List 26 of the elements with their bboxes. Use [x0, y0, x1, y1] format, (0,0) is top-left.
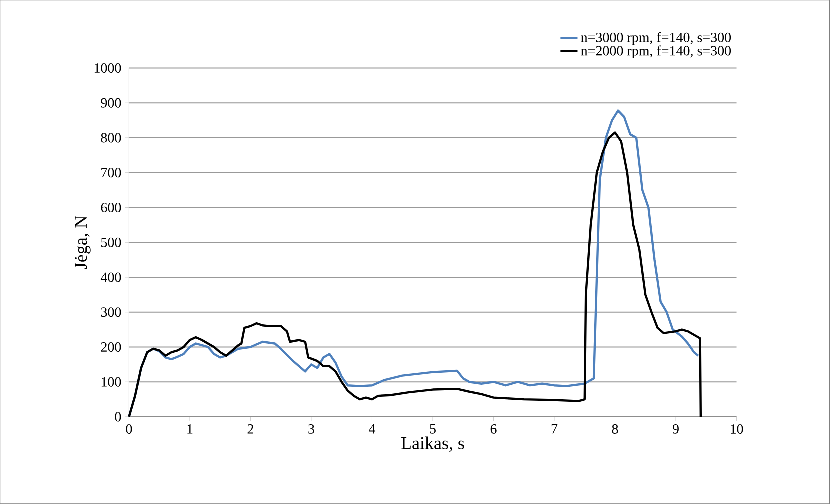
y-tick-label: 200 — [101, 342, 122, 352]
x-tick-label: 4 — [369, 424, 376, 434]
x-tick-label: 10 — [730, 424, 744, 434]
y-tick-label: 1000 — [94, 63, 122, 73]
legend-label: n=3000 rpm, f=140, s=300 — [581, 32, 732, 46]
x-axis-title: Laikas, s — [402, 436, 464, 452]
y-tick-label: 600 — [101, 202, 122, 212]
y-tick-label: 700 — [102, 168, 122, 178]
x-tick-label: 0 — [126, 424, 132, 434]
x-tick-label: 6 — [490, 424, 497, 434]
y-tick-label: 300 — [101, 308, 122, 317]
y-tick-label: 100 — [102, 377, 122, 387]
legend-label: n=2000 rpm, f=140, s=300 — [581, 46, 732, 58]
y-tick-label: 800 — [101, 133, 122, 143]
y-tick-label: 900 — [101, 98, 122, 108]
x-tick-label: 9 — [672, 424, 679, 434]
y-tick-label: 500 — [102, 238, 122, 248]
x-tick-label: 1 — [188, 424, 193, 434]
x-tick-label: 2 — [248, 424, 254, 434]
y-tick-label: 400 — [100, 272, 122, 282]
x-tick-label: 8 — [612, 424, 618, 434]
x-tick-label: 3 — [308, 424, 314, 434]
y-tick-label: 0 — [115, 412, 122, 422]
x-tick-label: 5 — [430, 424, 436, 434]
y-axis-title: Jėga, N — [75, 216, 91, 270]
x-tick-label: 7 — [552, 424, 558, 434]
